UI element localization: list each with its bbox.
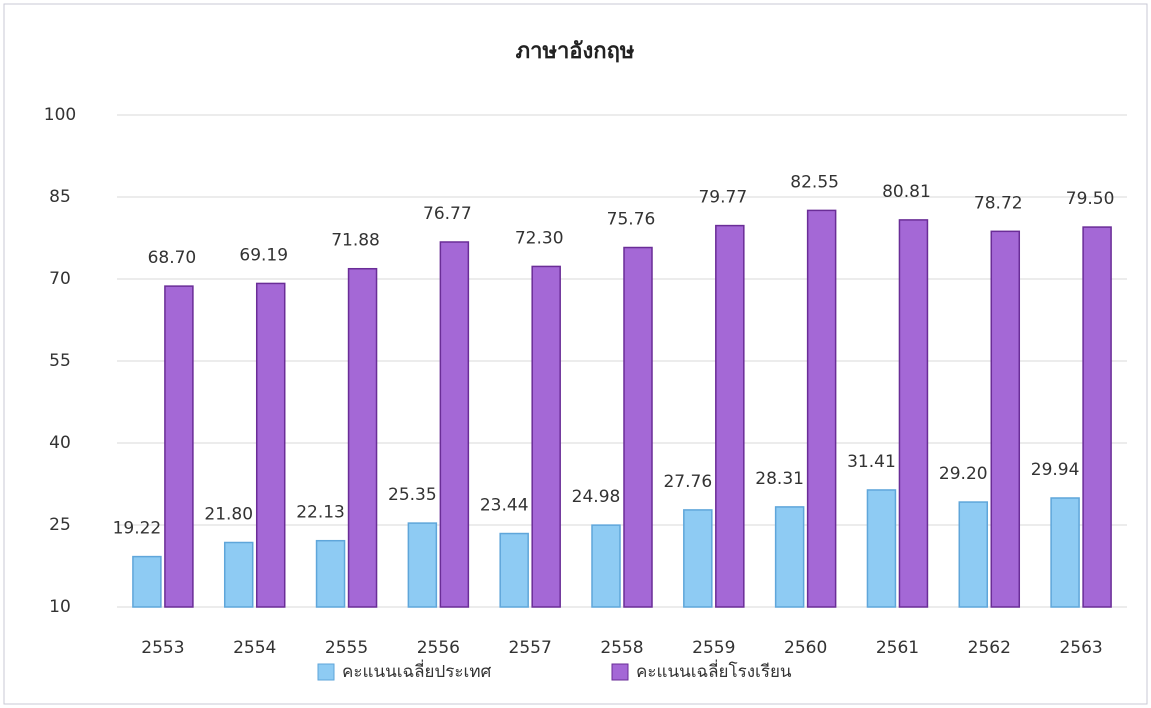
- bar: [132, 555, 162, 608]
- y-tick-label: 25: [49, 515, 71, 535]
- x-tick-label: 2557: [509, 638, 552, 658]
- data-label: 21.80: [204, 504, 253, 524]
- data-label: 75.76: [607, 210, 656, 230]
- data-label: 72.30: [515, 228, 564, 248]
- bar: [898, 219, 929, 608]
- data-label: 31.41: [847, 452, 896, 472]
- data-label: 69.19: [239, 245, 288, 265]
- y-tick-label: 40: [49, 433, 71, 453]
- data-label: 80.81: [882, 182, 931, 202]
- data-label: 79.77: [698, 188, 747, 208]
- bar: [715, 224, 745, 608]
- bar: [407, 522, 438, 608]
- x-tick-label: 2556: [417, 638, 460, 658]
- data-label: 24.98: [572, 487, 621, 507]
- data-label: 68.70: [148, 248, 197, 268]
- legend-label: คะแนนเฉลี่ยประเทศ: [342, 659, 492, 682]
- bar: [255, 282, 286, 608]
- bar: [774, 506, 805, 608]
- data-label: 71.88: [331, 231, 380, 251]
- bar: [315, 539, 346, 608]
- bar: [439, 241, 470, 608]
- bar: [347, 267, 378, 608]
- x-tick-label: 2561: [876, 638, 919, 658]
- bar: [499, 532, 529, 608]
- bar: [1082, 226, 1112, 608]
- x-tick-label: 2555: [325, 638, 368, 658]
- data-label: 76.77: [423, 204, 472, 224]
- data-label: 29.94: [1031, 460, 1080, 480]
- bar: [223, 541, 254, 608]
- bar: [958, 501, 989, 608]
- bar: [806, 209, 837, 608]
- bar: [1050, 497, 1080, 608]
- x-tick-label: 2563: [1059, 638, 1102, 658]
- y-tick-label: 85: [49, 187, 71, 207]
- frame: [3, 3, 1148, 705]
- y-tick-label: 10: [49, 597, 71, 617]
- y-tick-label: 55: [49, 351, 71, 371]
- chart-title: ภาษาอังกฤษ: [516, 39, 635, 64]
- x-tick-label: 2558: [600, 638, 643, 658]
- x-tick-label: 2553: [141, 638, 184, 658]
- x-tick-label: 2560: [784, 638, 827, 658]
- data-label: 29.20: [939, 464, 988, 484]
- legend-swatch: [317, 663, 335, 681]
- x-tick-label: 2559: [692, 638, 735, 658]
- bar: [990, 230, 1021, 608]
- data-label: 27.76: [663, 472, 712, 492]
- data-label: 78.72: [974, 193, 1023, 213]
- bar: [683, 509, 713, 608]
- data-label: 82.55: [790, 172, 839, 192]
- data-label: 19.22: [113, 519, 162, 539]
- bar: [866, 489, 897, 608]
- x-tick-label: 2562: [968, 638, 1011, 658]
- y-tick-label: 100: [44, 105, 76, 125]
- bar: [623, 246, 653, 608]
- data-label: 22.13: [296, 503, 345, 523]
- data-label: 79.50: [1066, 189, 1115, 209]
- bar: [531, 265, 561, 608]
- x-tick-label: 2554: [233, 638, 276, 658]
- bar: [164, 285, 194, 608]
- data-label: 23.44: [480, 496, 529, 516]
- bar: [591, 524, 621, 608]
- y-tick-label: 70: [49, 269, 71, 289]
- data-label: 28.31: [755, 469, 804, 489]
- data-label: 25.35: [388, 485, 437, 505]
- legend-swatch: [611, 663, 629, 681]
- legend-label: คะแนนเฉลี่ยโรงเรียน: [636, 659, 792, 682]
